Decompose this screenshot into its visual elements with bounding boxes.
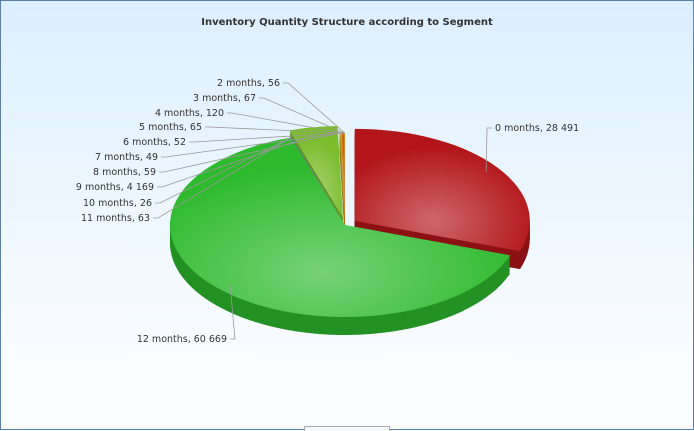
data-label-6-months: 6 months, 52 (123, 137, 186, 148)
slice-highlight (340, 133, 345, 225)
slice-highlight (291, 137, 345, 225)
slice-highlight (341, 133, 345, 225)
data-label-11-months: 11 months, 63 (81, 213, 150, 224)
leader-line-0-months (485, 127, 492, 172)
slice-highlight (343, 133, 345, 225)
slice-side-8-months (339, 149, 345, 241)
leader-line-2-months (283, 82, 345, 134)
data-label-10-months: 10 months, 26 (83, 198, 152, 209)
data-label-9-months: 9 months, 4 169 (76, 182, 154, 193)
leader-line-11-months (153, 137, 292, 219)
slice-highlight (169, 137, 511, 317)
slice-highlight (342, 133, 345, 225)
slice-side-7-months (340, 149, 345, 241)
leader-line-5-months (205, 126, 342, 134)
data-label-8-months: 8 months, 59 (93, 167, 156, 178)
slice-side-6-months (340, 151, 345, 243)
slice-side-6-months (340, 149, 345, 241)
data-label-12-months: 12 months, 60 669 (137, 334, 227, 345)
leader-line-3-months (259, 97, 345, 134)
leader-line-10-months (155, 137, 292, 204)
data-label-2-months: 2 months, 56 (217, 78, 280, 89)
data-label-0-months: 0 months, 28 491 (495, 123, 579, 134)
leader-line-8-months (159, 132, 340, 173)
slice-highlight (339, 133, 345, 225)
slice-highlight (354, 128, 530, 252)
slice-highlight (340, 133, 345, 225)
tab-stub (304, 426, 390, 431)
leader-line-4-months (227, 112, 343, 134)
slice-side-8-months (339, 151, 345, 243)
data-label-4-months: 4 months, 120 (155, 108, 224, 119)
slice-highlight (344, 133, 345, 225)
slice-side-7-months (340, 151, 345, 243)
chart-title: Inventory Quantity Structure according t… (201, 17, 493, 28)
leader-line-7-months (161, 132, 341, 158)
data-label-5-months: 5 months, 65 (139, 122, 202, 133)
leader-line-6-months (189, 132, 342, 143)
slice-highlight (290, 137, 345, 225)
slice-highlight (289, 125, 343, 218)
leader-line-9-months (157, 134, 316, 188)
leader-line-12-months (229, 284, 236, 340)
data-label-3-months: 3 months, 67 (193, 93, 256, 104)
data-label-7-months: 7 months, 49 (95, 152, 158, 163)
